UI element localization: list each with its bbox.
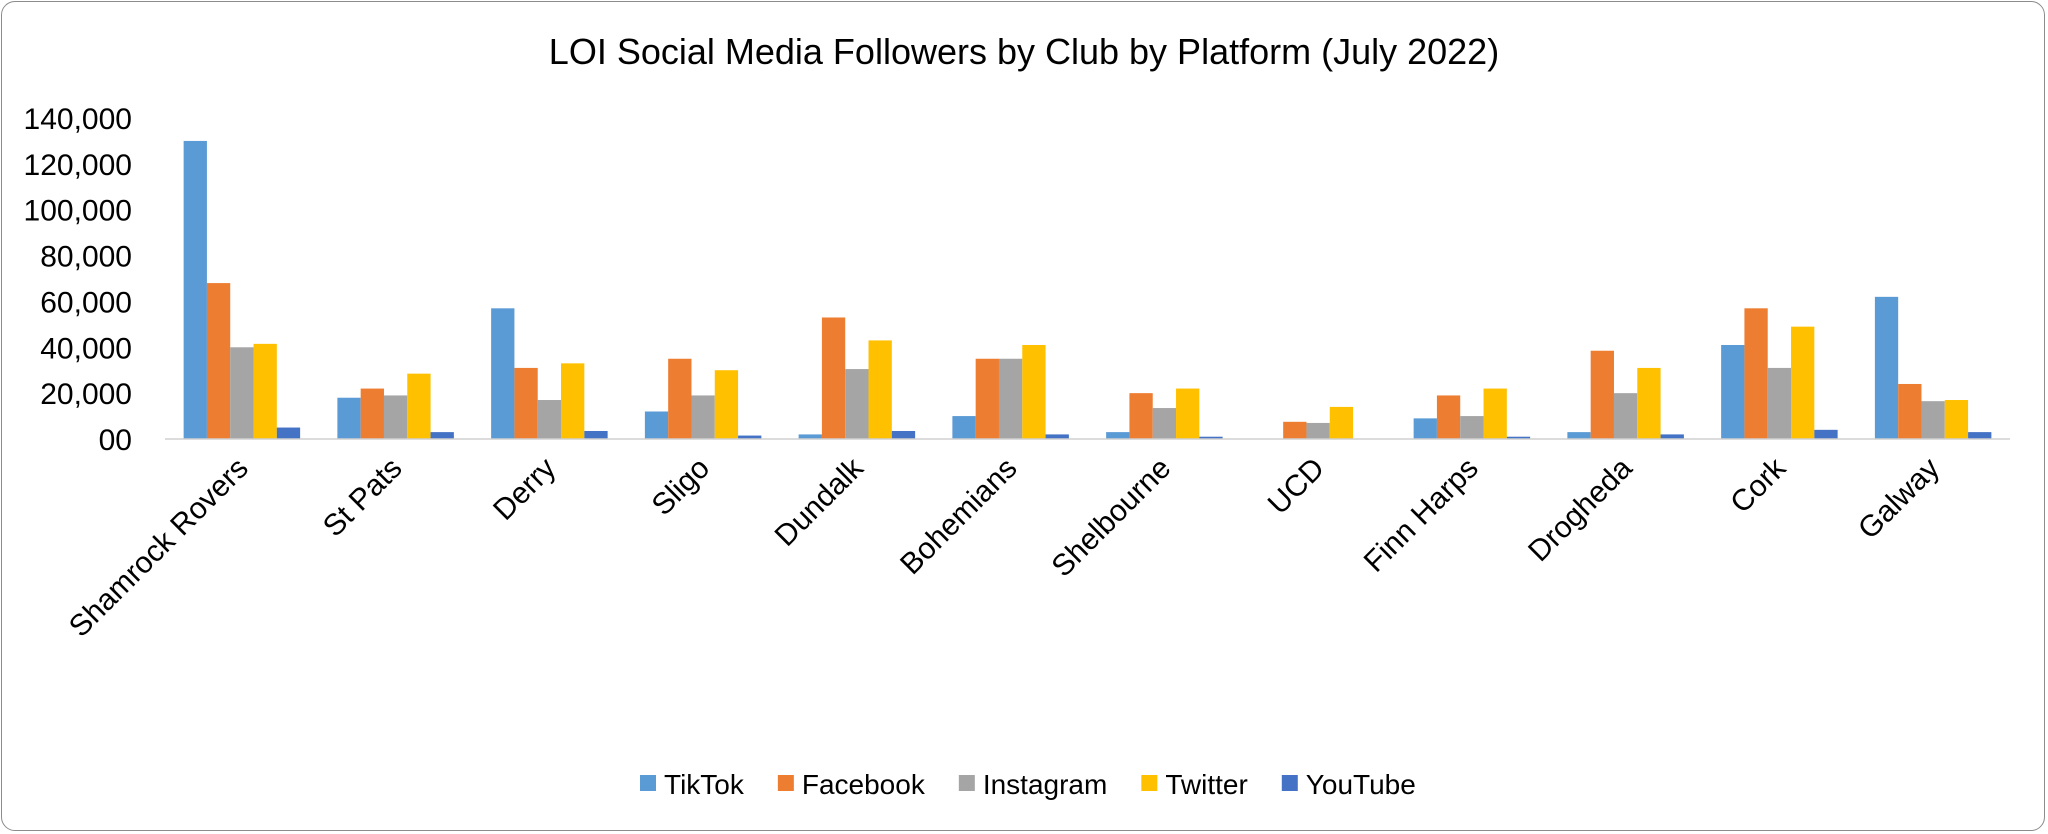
bar-tiktok-cork <box>1721 344 1745 439</box>
bar-youtube-dundalk <box>891 430 916 439</box>
bar-facebook-finn-harps <box>1436 395 1461 439</box>
y-tick-label: 20,000 <box>40 378 132 411</box>
bar-facebook-bohemians <box>975 358 999 439</box>
bar-instagram-dundalk <box>845 369 869 439</box>
bar-youtube-shamrock-rovers <box>276 427 301 439</box>
bar-facebook-cork <box>1744 308 1768 439</box>
x-tick-label: Dundalk <box>769 451 871 553</box>
bars <box>183 140 1992 439</box>
legend-item-youtube: YouTube <box>1281 769 1416 800</box>
x-tick-label: Drogheda <box>1522 451 1639 568</box>
bar-instagram-drogheda <box>1613 393 1638 439</box>
bar-twitter-st-pats <box>407 373 431 439</box>
x-tick-label: St Pats <box>317 452 409 544</box>
bar-tiktok-drogheda <box>1567 432 1591 439</box>
legend-item-twitter: Twitter <box>1141 769 1248 800</box>
bar-instagram-ucd <box>1306 422 1330 439</box>
legend-swatch <box>777 775 794 791</box>
bar-youtube-drogheda <box>1660 434 1684 439</box>
x-axis: Shamrock Rovers St Pats Derry Sligo Dundalk B… <box>63 451 1946 644</box>
bar-instagram-shelbourne <box>1152 408 1177 439</box>
bar-twitter-bohemians <box>1022 344 1046 439</box>
y-tick-label: 100,000 <box>24 195 132 228</box>
bar-tiktok-derry <box>491 308 515 439</box>
x-tick-label: Bohemians <box>894 452 1023 581</box>
y-tick-label: 140,000 <box>24 103 132 136</box>
bar-facebook-drogheda <box>1590 350 1614 439</box>
legend-swatch <box>1281 775 1298 791</box>
y-tick-label: 80,000 <box>40 241 132 274</box>
bar-youtube-sligo <box>738 435 762 439</box>
bar-tiktok-shelbourne <box>1106 432 1130 439</box>
legend-label: YouTube <box>1306 769 1416 800</box>
legend-item-tiktok: TikTok <box>640 769 745 800</box>
bar-tiktok-bohemians <box>952 416 976 439</box>
bar-twitter-galway <box>1944 400 1969 439</box>
bar-tiktok-finn-harps <box>1413 418 1437 439</box>
bar-twitter-ucd <box>1329 406 1354 439</box>
legend-swatch <box>958 775 975 791</box>
bar-youtube-cork <box>1814 429 1838 439</box>
y-axis: 00 20,000 40,000 60,000 80,000 100,000 120,000… <box>24 103 132 457</box>
bar-facebook-galway <box>1898 383 1922 439</box>
x-tick-label: Derry <box>487 452 562 527</box>
chart-title: LOI Social Media Followers by Club by Pl… <box>549 31 1499 72</box>
bar-facebook-st-pats <box>360 388 384 439</box>
x-tick-label: Shamrock Rovers <box>63 452 255 644</box>
y-tick-label: 120,000 <box>24 149 132 182</box>
y-tick-label: 40,000 <box>40 332 132 365</box>
bar-instagram-st-pats <box>383 395 408 439</box>
bar-twitter-cork <box>1791 326 1815 439</box>
legend-label: Instagram <box>983 769 1108 800</box>
legend-label: Twitter <box>1165 769 1247 800</box>
legend-swatch <box>1141 775 1158 791</box>
bar-facebook-dundalk <box>821 317 846 439</box>
bar-twitter-sligo <box>714 370 739 439</box>
x-tick-label: Shelbourne <box>1045 452 1177 584</box>
x-tick-label: UCD <box>1262 452 1331 521</box>
bar-instagram-cork <box>1767 367 1792 439</box>
bar-youtube-st-pats <box>430 432 454 439</box>
bar-youtube-shelbourne <box>1199 436 1223 439</box>
legend-label: Facebook <box>802 769 926 800</box>
bar-twitter-drogheda <box>1637 367 1661 439</box>
bar-facebook-shelbourne <box>1129 393 1153 439</box>
x-tick-label: Cork <box>1724 451 1793 520</box>
bar-youtube-derry <box>584 430 608 439</box>
bar-twitter-dundalk <box>868 340 892 439</box>
x-tick-label: Finn Harps <box>1358 452 1485 579</box>
bar-tiktok-dundalk <box>798 434 822 439</box>
bar-youtube-galway <box>1968 432 1992 439</box>
bar-tiktok-galway <box>1874 296 1899 439</box>
y-tick-label: 60,000 <box>40 286 132 319</box>
legend-swatch <box>640 775 656 791</box>
legend-item-instagram: Instagram <box>958 769 1108 800</box>
bar-facebook-ucd <box>1283 421 1307 439</box>
legend-label: TikTok <box>664 769 745 800</box>
legend: TikTok Facebook Instagram Twitter YouTube <box>640 769 1416 800</box>
bar-twitter-derry <box>561 363 585 439</box>
bar-tiktok-st-pats <box>337 397 361 439</box>
bar-instagram-sligo <box>691 395 715 439</box>
bar-youtube-bohemians <box>1045 434 1069 439</box>
bar-instagram-galway <box>1921 401 1945 439</box>
bar-instagram-finn-harps <box>1460 416 1484 439</box>
bar-facebook-derry <box>514 367 538 439</box>
bar-facebook-shamrock-rovers <box>206 283 231 439</box>
bar-twitter-finn-harps <box>1483 388 1507 439</box>
bar-tiktok-sligo <box>644 411 669 439</box>
x-tick-label: Galway <box>1852 452 1946 546</box>
bar-twitter-shamrock-rovers <box>253 343 277 439</box>
bar-instagram-bohemians <box>998 358 1023 439</box>
x-tick-label: Sligo <box>646 452 717 523</box>
y-tick-label: 00 <box>99 424 132 457</box>
bar-instagram-derry <box>537 400 562 439</box>
bar-instagram-shamrock-rovers <box>230 347 254 439</box>
bar-facebook-sligo <box>668 358 692 439</box>
legend-item-facebook: Facebook <box>777 769 926 800</box>
bar-tiktok-shamrock-rovers <box>183 140 207 439</box>
bar-twitter-shelbourne <box>1176 388 1200 439</box>
bar-youtube-finn-harps <box>1506 436 1531 439</box>
